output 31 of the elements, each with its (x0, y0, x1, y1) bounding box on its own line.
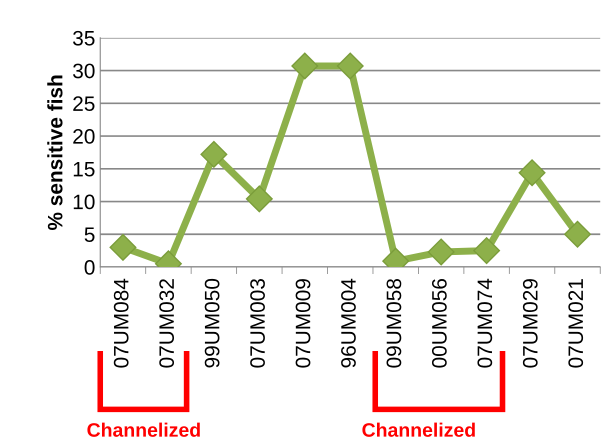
y-tick-label: 25 (73, 96, 95, 112)
text: Channelized (87, 422, 200, 437)
x-tick-label: 00UM056 (432, 279, 447, 368)
x-tick-label: 99UM050 (204, 278, 220, 368)
y-axis-title: % sensitive fish (47, 76, 63, 230)
point (564, 220, 591, 248)
point (473, 237, 500, 264)
y-tick-label: 15 (74, 162, 95, 177)
point (246, 185, 273, 212)
x-tick-label: 07UM084 (114, 278, 129, 368)
point (336, 52, 364, 80)
y-tick-label: 0 (84, 260, 95, 275)
y-tick-label: 20 (73, 129, 95, 144)
y-tick-label: 35 (73, 30, 95, 46)
y-tick-label: 30 (73, 64, 95, 78)
y-tick-label: 10 (74, 194, 95, 210)
text: Channelized (362, 422, 475, 437)
x-tick-label: 07UM009 (296, 279, 310, 368)
x-tick-label: 07UM029 (522, 279, 538, 368)
x-tick-label: 07UM003 (250, 279, 265, 368)
x-tick-label: 09UM058 (386, 279, 402, 368)
point (291, 52, 318, 80)
x-tick-label: 07UM032 (159, 279, 174, 368)
y-tick-label: 5 (84, 227, 95, 242)
x-tick-label: 07UM074 (477, 278, 492, 368)
point (428, 238, 455, 266)
x-tick-label: 07UM021 (568, 279, 584, 368)
x-tick-label: 96UM004 (341, 278, 356, 368)
point (110, 234, 136, 261)
point (200, 140, 228, 168)
point (518, 159, 546, 186)
